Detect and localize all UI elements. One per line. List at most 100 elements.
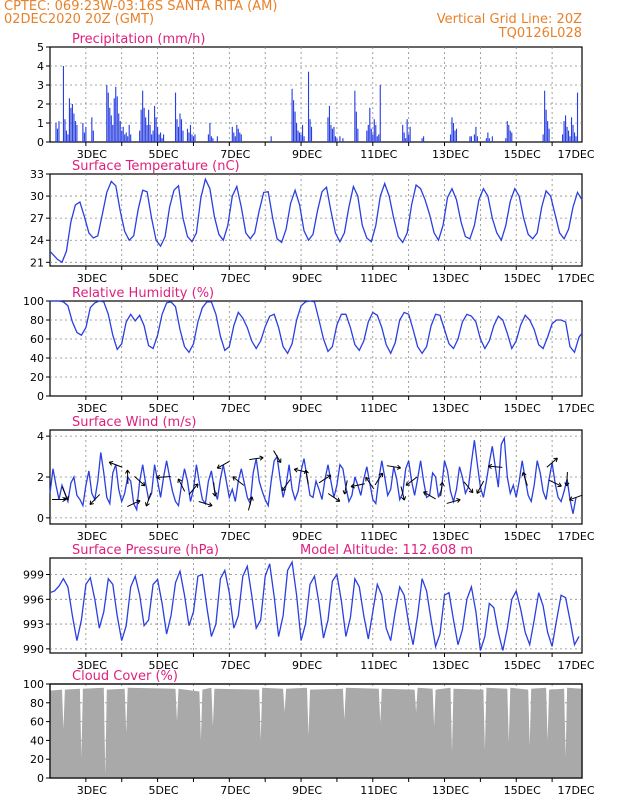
precip-bar: [55, 123, 57, 142]
panel-frame: [49, 557, 583, 654]
wind-arrow: [89, 494, 101, 505]
y-tick-label: 24: [30, 234, 44, 247]
x-tick-label: 7DEC: [220, 784, 250, 797]
precip-bar: [508, 124, 510, 142]
precip-bar: [563, 121, 565, 142]
precip-bar: [177, 126, 180, 142]
panel-2: 0 20 40 60 80 100 3DEC 5DEC 7DEC 9DEC 11DEC 13DEC 15…: [23, 286, 595, 415]
precip-bar: [339, 136, 341, 142]
precip-bar: [488, 138, 490, 142]
precip-bar: [149, 124, 151, 142]
precip-bar: [423, 136, 425, 142]
wind-arrow-head: [476, 489, 481, 494]
precip-bar: [330, 124, 332, 142]
y-tick-label: 4: [37, 430, 44, 443]
y-tick-label: 40: [30, 734, 44, 747]
x-tick-label: 13DEC: [432, 272, 469, 285]
precip-bar: [179, 113, 181, 142]
y-tick-label: 21: [30, 256, 44, 269]
precip-bar: [160, 132, 162, 142]
cloud-cover-area: [50, 687, 582, 778]
y-tick-label: 5: [37, 41, 44, 54]
precip-bar: [56, 128, 59, 142]
precip-bar: [194, 134, 196, 142]
precip-bar: [152, 130, 154, 142]
y-tick-label: 2: [37, 471, 44, 484]
precip-bar: [296, 123, 298, 142]
precip-bar: [142, 90, 144, 142]
wind-arrow: [281, 479, 291, 492]
precip-bar: [85, 126, 87, 142]
temperature-line: [49, 177, 583, 264]
precip-bar: [67, 134, 69, 142]
wind-arrow-head: [212, 492, 218, 497]
wind-arrow-head: [401, 496, 407, 501]
y-tick-label: 27: [30, 212, 44, 225]
precip-bar: [485, 138, 487, 142]
precip-bar: [310, 126, 313, 142]
precip-bar: [180, 119, 183, 142]
x-tick-label: 11DEC: [360, 272, 397, 285]
precip-bar: [106, 85, 108, 142]
precip-bar: [130, 134, 132, 142]
precip-bar: [143, 107, 145, 142]
precip-bar: [270, 136, 272, 142]
panel-1: 21 24 27 30 33 3DEC 5DEC 7DEC 9DEC 11DEC 13DEC 15DE…: [30, 159, 595, 285]
wind-arrow-head: [140, 481, 146, 487]
panel-3: 0 2 4 3DEC 5DEC 7DEC 9DEC 11DEC 13DEC 15DEC 17DEC S…: [37, 415, 595, 543]
precip-bar: [334, 136, 336, 142]
wind-arrow: [232, 476, 245, 486]
wind-arrow-head: [405, 481, 411, 486]
precip-bar: [576, 92, 579, 142]
precip-bar: [212, 138, 214, 142]
x-tick-label: 7DEC: [220, 402, 250, 415]
model-altitude-label: Model Altitude: 112.608 m: [300, 543, 473, 558]
precip-bar: [71, 104, 73, 142]
precip-bar: [301, 124, 304, 142]
precip-bar: [449, 134, 452, 142]
precip-bar: [370, 128, 372, 142]
wind-arrow: [344, 480, 348, 495]
precip-bar: [231, 126, 233, 142]
precip-bar: [544, 90, 546, 142]
precip-bar: [158, 134, 160, 142]
wind-arrow: [318, 474, 332, 484]
precip-bar: [505, 138, 507, 142]
precip-bar: [452, 123, 455, 142]
wind-arrow: [127, 500, 141, 507]
wind-arrow-head: [232, 476, 237, 481]
x-tick-label: 15DEC: [504, 659, 541, 672]
wind-arrow: [476, 480, 485, 494]
precip-bar: [355, 111, 357, 142]
y-tick-label: 40: [30, 352, 44, 365]
precip-bar: [145, 117, 147, 142]
y-tick-label: 20: [30, 371, 44, 384]
precip-bar: [402, 124, 404, 142]
precip-bar: [565, 115, 567, 142]
precip-bar: [367, 124, 369, 142]
precip-bar: [373, 119, 375, 142]
precip-bar: [297, 130, 299, 142]
precip-bar: [116, 96, 118, 142]
precip-bar: [378, 134, 380, 142]
x-tick-label: 3DEC: [77, 272, 107, 285]
wind-arrow: [400, 486, 405, 501]
x-tick-label: 13DEC: [432, 784, 469, 797]
precip-bar: [216, 136, 218, 142]
precip-bar: [233, 132, 235, 142]
precip-bar: [421, 138, 423, 142]
precip-bar: [487, 132, 489, 142]
wind-arrow: [365, 477, 375, 490]
wind-arrow-head: [135, 499, 141, 505]
precip-bar: [62, 66, 65, 142]
precip-bar: [189, 124, 192, 142]
precip-bar: [328, 105, 331, 142]
x-tick-label: 11DEC: [360, 784, 397, 797]
precip-bar: [405, 138, 407, 142]
wind-arrow-head: [342, 490, 348, 495]
precip-bar: [112, 124, 114, 142]
precip-bar: [154, 105, 156, 142]
wind-arrow: [423, 491, 436, 500]
y-tick-label: 4: [37, 60, 44, 73]
